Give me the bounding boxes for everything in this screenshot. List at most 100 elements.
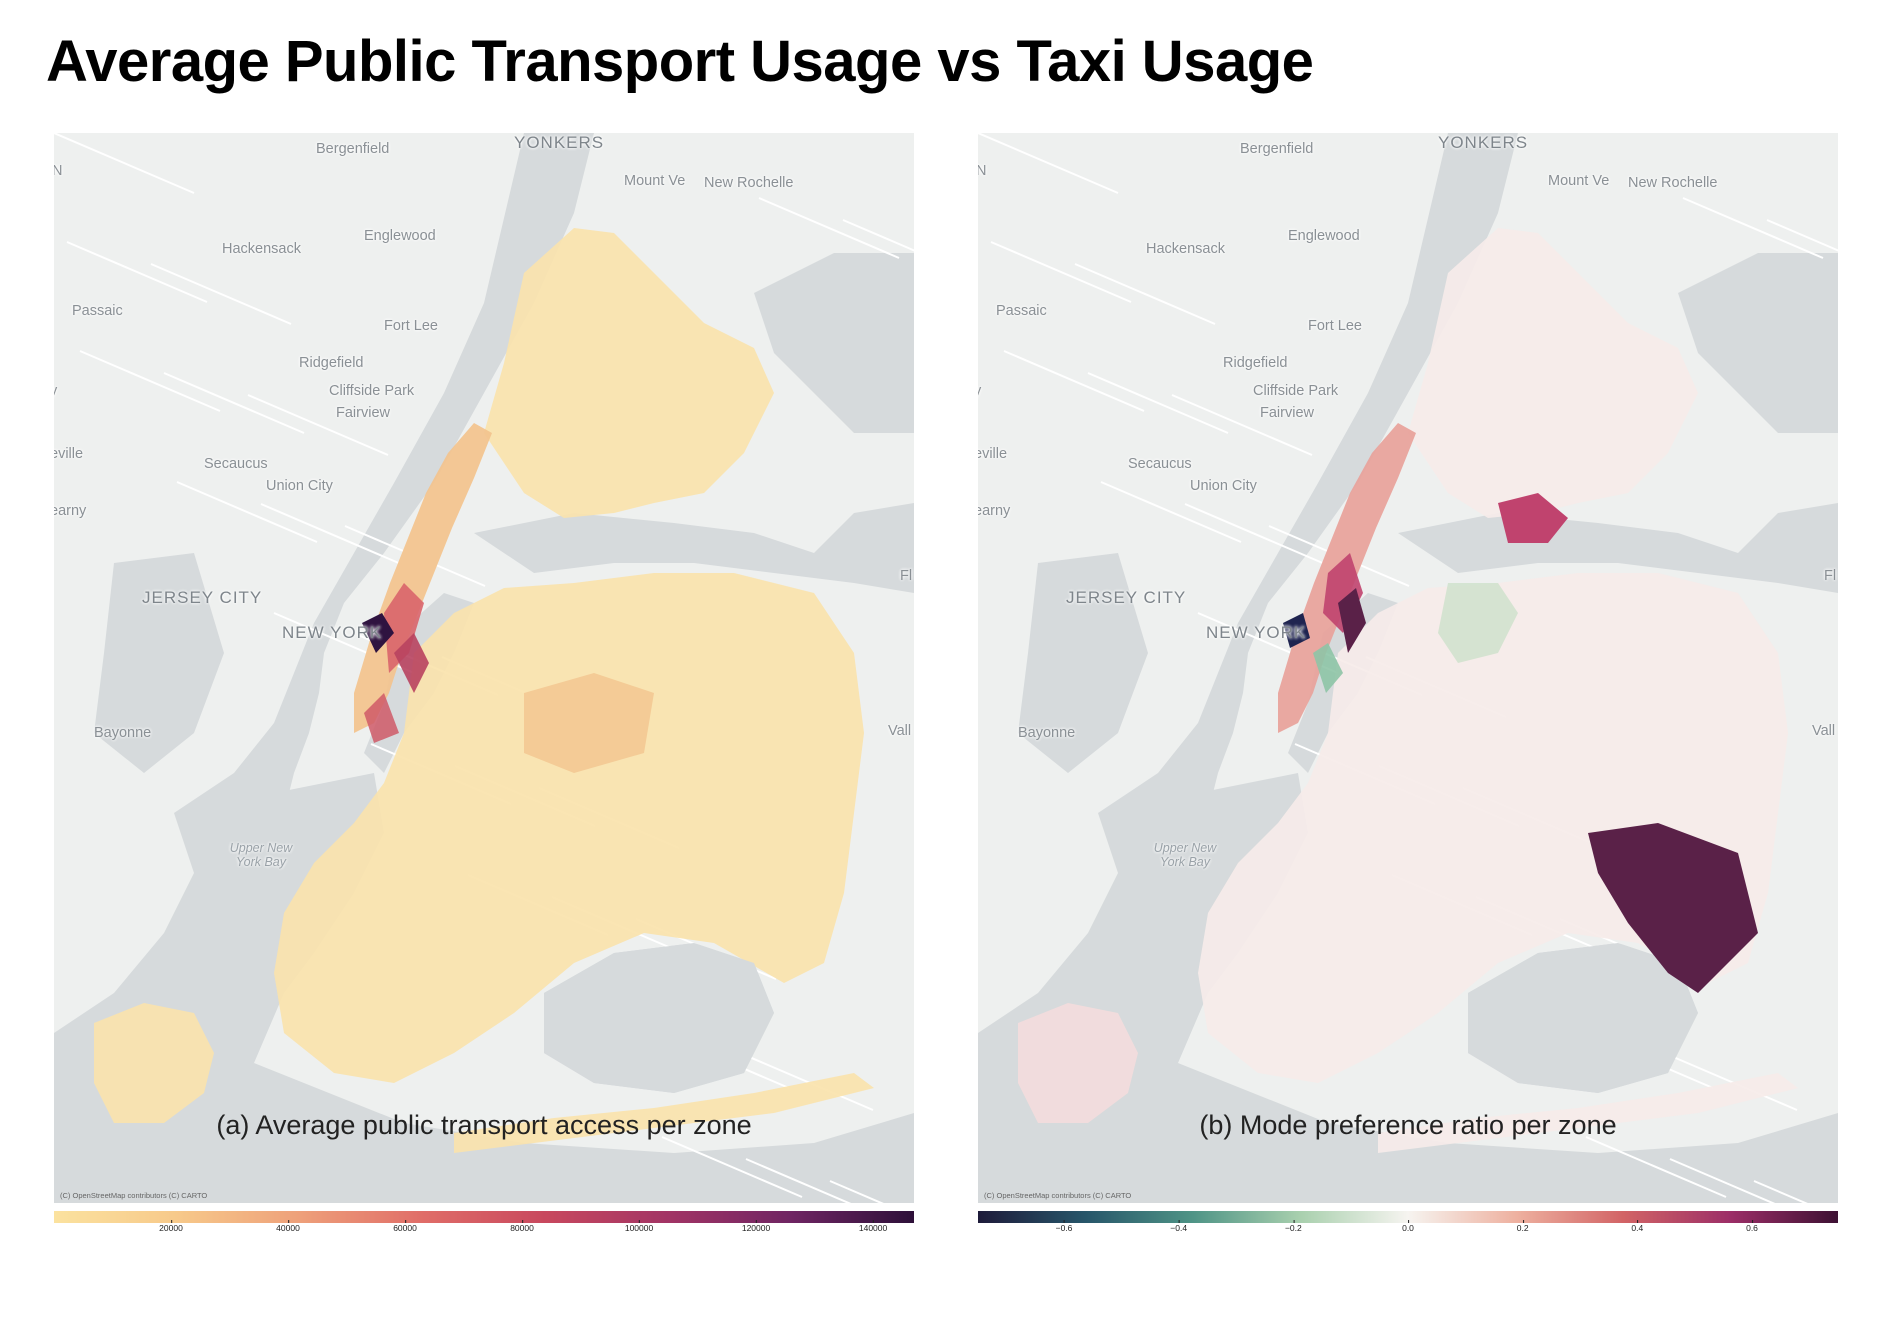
place-label: Cliffside Park xyxy=(329,383,415,399)
zone-bronx xyxy=(484,228,774,518)
road-line xyxy=(1669,1158,1776,1203)
colorbar-tick-label: 0.6 xyxy=(1746,1220,1758,1233)
road-line xyxy=(66,241,208,303)
place-label: Secaucus xyxy=(204,456,268,472)
road-line xyxy=(1766,219,1838,252)
place-label: eville xyxy=(54,446,84,462)
road-line xyxy=(1656,1049,1798,1111)
zone-rockaway xyxy=(1378,1073,1798,1153)
place-label: JERSEY CITY xyxy=(142,588,263,607)
zone-queens-high xyxy=(524,673,654,773)
place-label: Fairview xyxy=(336,405,390,421)
colorbar-tick-label: 120000 xyxy=(741,1220,771,1233)
road-line xyxy=(829,1180,884,1203)
water-body xyxy=(54,1063,914,1203)
road-line xyxy=(1003,350,1145,412)
colorbar-b-ticks: −0.6 −0.4 −0.2 0.0 0.2 0.4 0.6 xyxy=(978,1220,1838,1243)
water-body xyxy=(1678,253,1838,433)
colorbar-tick-label: 140000 xyxy=(858,1220,888,1233)
water-body xyxy=(474,503,914,593)
zone-rockaway xyxy=(454,1073,874,1153)
colorbar-a xyxy=(54,1211,914,1223)
road-line xyxy=(260,503,402,565)
place-label: Bergenfield xyxy=(1240,141,1314,157)
colorbar-tick-label: −0.2 xyxy=(1284,1220,1302,1233)
water-body xyxy=(1098,133,1518,833)
page-title: Average Public Transport Usage vs Taxi U… xyxy=(46,29,1314,94)
water-body xyxy=(978,1063,1838,1203)
zone-staten-island xyxy=(1018,1003,1138,1123)
place-label-upper-bay: Upper New York Bay xyxy=(1153,841,1217,869)
place-label: YONKERS xyxy=(1438,133,1529,152)
water-body xyxy=(174,133,594,833)
water-jamaica-bay xyxy=(544,943,774,1093)
zone-lower-manhattan xyxy=(364,693,399,743)
road-line xyxy=(990,241,1132,303)
colorbar-tick-label: 60000 xyxy=(393,1220,417,1233)
colorbar-tick-label: −0.4 xyxy=(1170,1220,1188,1233)
road-line xyxy=(163,372,305,434)
water-body xyxy=(94,553,224,773)
zone-queens-brooklyn xyxy=(1198,573,1788,1083)
place-label: eville xyxy=(978,446,1008,462)
colorbar-tick-label: 0.0 xyxy=(1402,1220,1414,1233)
place-label: Mount Ve xyxy=(624,173,686,189)
place-label: Secaucus xyxy=(1128,456,1192,472)
place-label: NEW YORK xyxy=(282,623,383,642)
colorbar-tick-label: 0.2 xyxy=(1516,1220,1529,1233)
road-line xyxy=(1100,481,1242,543)
colorbar-b xyxy=(978,1211,1838,1223)
place-label: Mount Ve xyxy=(1548,173,1610,189)
place-label-upper-bay: Upper New York Bay xyxy=(229,841,293,869)
basemap-svg xyxy=(54,133,914,1203)
zone-bronx xyxy=(1408,228,1698,518)
map-a[interactable]: YONKERS Bergenfield Mount Ve New Rochelle Ha… xyxy=(54,133,914,1203)
zone-min-ratio xyxy=(1283,613,1310,648)
road-line xyxy=(732,1049,874,1111)
place-label: YONKERS xyxy=(514,133,605,152)
place-label: New Rochelle xyxy=(1628,175,1718,191)
place-label: Fl xyxy=(900,568,913,584)
place-label: Cliffside Park xyxy=(1253,383,1339,399)
place-label: Fl xyxy=(1824,568,1837,584)
colorbar-tick-label: 40000 xyxy=(276,1220,300,1233)
road-line xyxy=(150,263,292,325)
place-label: New Rochelle xyxy=(704,175,794,191)
colorbar-tick-label: −0.6 xyxy=(1055,1220,1073,1233)
place-label: Fort Lee xyxy=(384,318,438,334)
place-label: Hackensack xyxy=(222,241,301,257)
place-label: Ridgefield xyxy=(1223,355,1288,371)
map-b[interactable]: YONKERS Bergenfield Mount Ve New Rochelle Ha… xyxy=(978,133,1838,1203)
place-label: NEW YORK xyxy=(1206,623,1307,642)
zone-neg-ratio xyxy=(1313,643,1343,693)
place-label: Hackensack xyxy=(1146,241,1225,257)
place-label: Bergenfield xyxy=(316,141,390,157)
place-label: Passaic xyxy=(72,303,123,319)
place-label: Ridgefield xyxy=(299,355,364,371)
place-label: earny xyxy=(54,503,87,519)
zone-max-usage xyxy=(362,613,394,653)
map-attribution: (C) OpenStreetMap contributors (C) CARTO xyxy=(984,1191,1132,1200)
zone-laguardia xyxy=(1498,493,1568,543)
road-line xyxy=(1753,1180,1808,1203)
water-body xyxy=(1018,553,1148,773)
place-label: Fort Lee xyxy=(1308,318,1362,334)
basemap-svg xyxy=(978,133,1838,1203)
road-line xyxy=(1682,197,1824,259)
zone-ues-high xyxy=(1338,588,1366,653)
place-label: N xyxy=(54,163,63,179)
road-line xyxy=(1184,503,1326,565)
zone-staten-island xyxy=(94,1003,214,1123)
place-label: Englewood xyxy=(364,228,436,244)
place-label: y xyxy=(978,383,981,399)
place-label: JERSEY CITY xyxy=(1066,588,1187,607)
map-attribution: (C) OpenStreetMap contributors (C) CARTO xyxy=(60,1191,208,1200)
water-body xyxy=(754,253,914,433)
place-label: Fairview xyxy=(1260,405,1314,421)
colorbar-tick-label: 0.4 xyxy=(1631,1220,1644,1233)
place-label: Englewood xyxy=(1288,228,1360,244)
colorbar-a-ticks: 20000 40000 60000 80000 100000 120000 140000 xyxy=(54,1220,914,1243)
road-line xyxy=(247,394,389,456)
road-line xyxy=(79,350,221,412)
water-jamaica-bay xyxy=(1468,943,1698,1093)
